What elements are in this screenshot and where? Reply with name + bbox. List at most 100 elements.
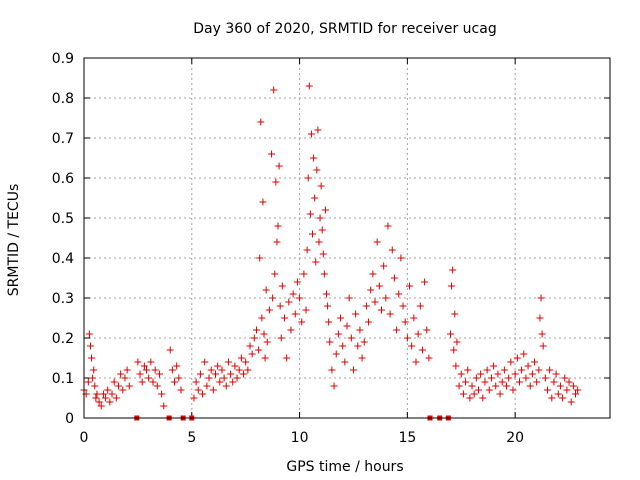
data-point xyxy=(216,378,224,386)
x-tick-label: 0 xyxy=(80,430,89,446)
data-point xyxy=(274,222,282,230)
data-point xyxy=(539,342,547,350)
data-point xyxy=(569,382,577,390)
data-point xyxy=(285,298,293,306)
data-point xyxy=(265,306,273,314)
data-point xyxy=(203,382,211,390)
data-point xyxy=(337,314,345,322)
data-point xyxy=(277,334,285,342)
data-point xyxy=(287,326,295,334)
y-axis-label: SRMTID / TECUs xyxy=(6,184,22,297)
data-point xyxy=(121,374,129,382)
data-point xyxy=(446,330,454,338)
chart-title: Day 360 of 2020, SRMTID for receiver uca… xyxy=(193,21,496,37)
data-point xyxy=(252,326,260,334)
y-tick-label: 0.9 xyxy=(52,51,74,67)
data-point xyxy=(537,294,545,302)
data-point xyxy=(309,230,317,238)
data-point xyxy=(345,294,353,302)
data-point xyxy=(310,154,318,162)
data-point xyxy=(235,366,243,374)
data-point xyxy=(541,374,549,382)
data-point xyxy=(373,238,381,246)
data-point xyxy=(95,398,103,406)
data-point xyxy=(536,314,544,322)
data-point xyxy=(466,394,474,402)
data-point xyxy=(546,366,554,374)
data-point xyxy=(401,318,409,326)
data-point xyxy=(222,382,230,390)
data-point xyxy=(412,358,420,366)
data-point xyxy=(278,282,286,290)
data-point xyxy=(349,366,357,374)
data-point xyxy=(177,386,185,394)
data-point xyxy=(315,238,323,246)
data-point xyxy=(248,350,256,358)
data-point xyxy=(112,394,120,402)
data-point xyxy=(320,270,328,278)
data-point xyxy=(168,366,176,374)
data-point xyxy=(117,370,125,378)
data-point xyxy=(270,86,278,94)
y-tick-label: 0.6 xyxy=(52,171,74,187)
data-point xyxy=(380,262,388,270)
data-point xyxy=(472,374,480,382)
data-point xyxy=(261,354,269,362)
data-point xyxy=(362,302,370,310)
data-point xyxy=(207,366,215,374)
data-point xyxy=(526,382,534,390)
data-point xyxy=(416,302,424,310)
data-point xyxy=(421,278,429,286)
data-point xyxy=(119,386,127,394)
data-point xyxy=(199,390,207,398)
data-point xyxy=(483,366,491,374)
data-point xyxy=(273,238,281,246)
data-point xyxy=(90,366,98,374)
data-point xyxy=(209,386,217,394)
data-point xyxy=(567,398,575,406)
data-point xyxy=(326,338,334,346)
x-tick-label: 20 xyxy=(506,430,524,446)
data-point xyxy=(449,266,457,274)
data-point xyxy=(354,342,362,350)
data-point xyxy=(360,338,368,346)
data-point xyxy=(371,298,379,306)
data-point xyxy=(214,362,222,370)
y-tick-label: 0.7 xyxy=(52,131,74,147)
data-point xyxy=(304,174,312,182)
data-point xyxy=(99,390,107,398)
data-point xyxy=(498,378,506,386)
data-point xyxy=(518,366,526,374)
data-point xyxy=(272,178,280,186)
data-point xyxy=(509,386,517,394)
data-point xyxy=(324,302,332,310)
data-point xyxy=(153,382,161,390)
data-point xyxy=(84,378,92,386)
data-point xyxy=(291,310,299,318)
y-axis-ticks: 0 0.1 0.2 0.3 0.4 0.5 0.6 0.7 0.8 0.9 xyxy=(52,51,610,427)
data-point xyxy=(496,390,504,398)
data-point xyxy=(388,246,396,254)
data-point xyxy=(314,126,322,134)
data-point xyxy=(246,342,254,350)
data-point xyxy=(143,366,151,374)
data-point xyxy=(158,390,166,398)
data-point xyxy=(477,370,485,378)
data-point xyxy=(205,374,213,382)
data-point xyxy=(298,318,306,326)
data-point xyxy=(256,254,264,262)
data-point xyxy=(242,358,250,366)
data-point xyxy=(365,318,373,326)
data-point xyxy=(260,330,268,338)
data-point xyxy=(151,366,159,374)
data-point xyxy=(275,162,283,170)
x-tick-label: 15 xyxy=(398,430,416,446)
data-point xyxy=(572,390,580,398)
data-point xyxy=(319,250,327,258)
data-point xyxy=(145,374,153,382)
data-point xyxy=(334,330,342,338)
data-point xyxy=(494,370,502,378)
data-point xyxy=(513,354,521,362)
data-point xyxy=(147,358,155,366)
data-point xyxy=(341,358,349,366)
